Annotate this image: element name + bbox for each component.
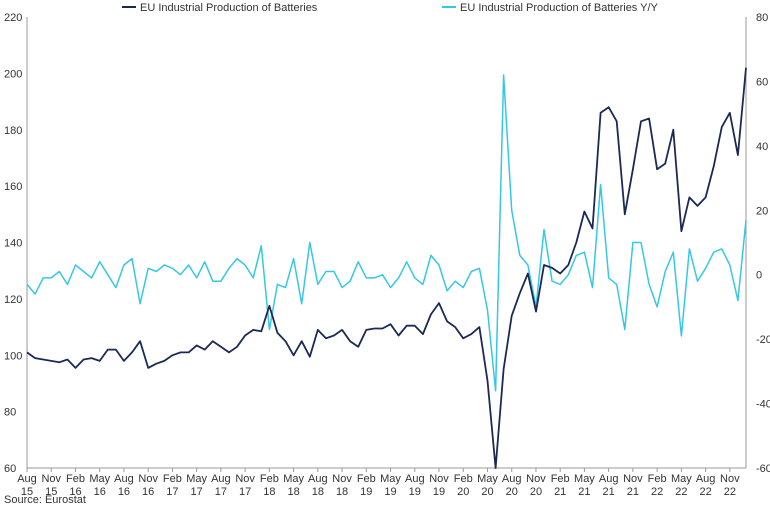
x-tick-year: 21 — [578, 486, 590, 498]
left-tick-label: 160 — [4, 181, 22, 193]
axes — [26, 17, 747, 469]
right-tick-label: 80 — [756, 12, 768, 24]
right-axis-ticks: -60 -40 -20 0 20 40 60 80 — [756, 12, 770, 475]
x-tick-month: Nov — [623, 473, 643, 485]
x-tick-month: Feb — [163, 473, 182, 485]
x-tick-month: Nov — [332, 473, 352, 485]
left-tick-label: 200 — [4, 68, 22, 80]
x-tick-year: 16 — [142, 486, 154, 498]
x-tick-month: Feb — [357, 473, 376, 485]
x-tick-month: Feb — [648, 473, 667, 485]
x-tick-month: May — [283, 473, 304, 485]
legend-item-yoy-label: EU Industrial Production of Batteries Y/… — [460, 2, 659, 14]
x-tick-month: Aug — [17, 473, 37, 485]
left-tick-label: 140 — [4, 238, 22, 250]
right-tick-label: 0 — [756, 270, 762, 282]
x-tick-month: Aug — [114, 473, 134, 485]
x-tick-year: 17 — [239, 486, 251, 498]
x-tick-month: Feb — [551, 473, 570, 485]
x-tick-year: 22 — [699, 486, 711, 498]
x-tick-month: Feb — [454, 473, 473, 485]
x-tick-year: 15 — [45, 486, 57, 498]
x-tick-year: 22 — [724, 486, 736, 498]
right-tick-label: 40 — [756, 141, 768, 153]
x-tick-year: 20 — [530, 486, 542, 498]
left-tick-label: 100 — [4, 350, 22, 362]
series-group — [26, 67, 747, 469]
right-tick-label: -20 — [756, 334, 770, 346]
x-tick-year: 21 — [603, 486, 615, 498]
x-tick-month: Aug — [502, 473, 522, 485]
legend: EU Industrial Production of Batteries EU … — [122, 2, 659, 14]
x-tick-year: 16 — [69, 486, 81, 498]
x-tick-month: May — [186, 473, 207, 485]
x-tick-month: May — [574, 473, 595, 485]
x-tick-month: Aug — [308, 473, 328, 485]
x-tick-month: Feb — [66, 473, 85, 485]
left-axis-ticks: 60 80 100 120 140 160 180 200 220 — [4, 12, 22, 475]
x-tick-month: Nov — [720, 473, 740, 485]
x-tick-year: 17 — [215, 486, 227, 498]
source-note: Source: Eurostat — [4, 494, 86, 506]
x-tick-month: May — [89, 473, 110, 485]
legend-item-index-label: EU Industrial Production of Batteries — [140, 2, 318, 14]
right-tick-label: 20 — [756, 205, 768, 217]
x-tick-month: Aug — [211, 473, 231, 485]
x-tick-month: Nov — [429, 473, 449, 485]
x-tick-month: Aug — [696, 473, 716, 485]
x-tick-year: 16 — [94, 486, 106, 498]
x-tick-year: 21 — [627, 486, 639, 498]
x-tick-month: Nov — [138, 473, 158, 485]
x-tick-year: 19 — [433, 486, 445, 498]
x-tick-month: May — [477, 473, 498, 485]
x-tick-year: 20 — [506, 486, 518, 498]
x-axis-ticks: Aug15Nov15Feb16May16Aug16Nov16Feb17May17… — [17, 468, 740, 498]
x-tick-year: 17 — [166, 486, 178, 498]
series-line-batteries-yoy — [26, 74, 747, 392]
x-tick-month: Aug — [599, 473, 619, 485]
x-tick-year: 18 — [336, 486, 348, 498]
x-tick-month: Feb — [260, 473, 279, 485]
x-tick-year: 19 — [384, 486, 396, 498]
left-tick-label: 120 — [4, 294, 22, 306]
left-tick-label: 180 — [4, 125, 22, 137]
series-line-batteries-index — [26, 67, 747, 469]
x-tick-year: 19 — [360, 486, 372, 498]
x-tick-year: 18 — [263, 486, 275, 498]
left-tick-label: 60 — [4, 463, 16, 475]
x-tick-year: 19 — [409, 486, 421, 498]
x-tick-month: Aug — [405, 473, 425, 485]
x-tick-year: 22 — [651, 486, 663, 498]
x-tick-year: 17 — [191, 486, 203, 498]
right-tick-label: -60 — [756, 463, 770, 475]
x-tick-year: 16 — [118, 486, 130, 498]
left-tick-label: 220 — [4, 12, 22, 24]
x-tick-month: May — [671, 473, 692, 485]
x-tick-month: Nov — [235, 473, 255, 485]
x-tick-year: 22 — [675, 486, 687, 498]
x-tick-year: 18 — [287, 486, 299, 498]
x-tick-month: May — [380, 473, 401, 485]
x-tick-year: 20 — [481, 486, 493, 498]
right-tick-label: 60 — [756, 76, 768, 88]
left-tick-label: 80 — [4, 407, 16, 419]
x-tick-month: Nov — [526, 473, 546, 485]
x-tick-year: 15 — [21, 486, 33, 498]
x-tick-year: 18 — [312, 486, 324, 498]
x-tick-year: 20 — [457, 486, 469, 498]
right-tick-label: -40 — [756, 399, 770, 411]
x-tick-month: Nov — [41, 473, 61, 485]
x-tick-year: 21 — [554, 486, 566, 498]
